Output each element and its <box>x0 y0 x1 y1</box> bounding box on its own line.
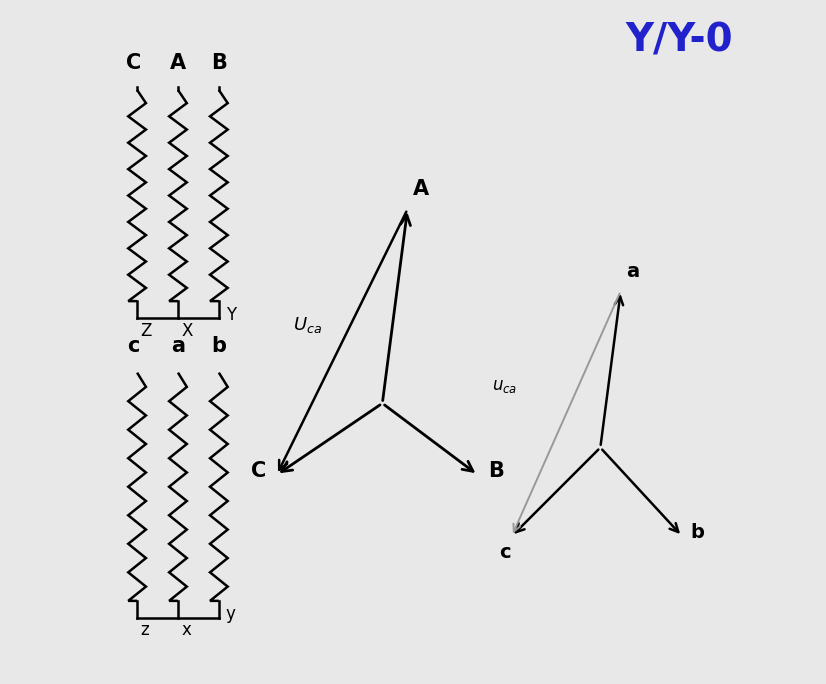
Text: a: a <box>626 262 639 280</box>
Text: c: c <box>499 543 510 562</box>
Text: c: c <box>127 336 140 356</box>
Text: z: z <box>140 621 150 640</box>
Text: C: C <box>126 53 141 73</box>
Text: A: A <box>413 179 430 199</box>
Text: x: x <box>182 621 192 640</box>
Text: b: b <box>691 523 704 542</box>
Text: Z: Z <box>140 321 152 339</box>
Text: A: A <box>170 53 186 73</box>
Text: B: B <box>211 53 227 73</box>
Text: X: X <box>182 321 192 339</box>
Text: C: C <box>251 462 267 482</box>
Text: Y/Y-0: Y/Y-0 <box>625 22 733 60</box>
Text: a: a <box>171 336 185 356</box>
Text: Y: Y <box>225 306 235 324</box>
Text: $U_{ca}$: $U_{ca}$ <box>293 315 322 335</box>
Text: b: b <box>211 336 226 356</box>
Text: B: B <box>488 462 504 482</box>
Text: $u_{ca}$: $u_{ca}$ <box>492 378 518 395</box>
Text: y: y <box>225 605 235 624</box>
